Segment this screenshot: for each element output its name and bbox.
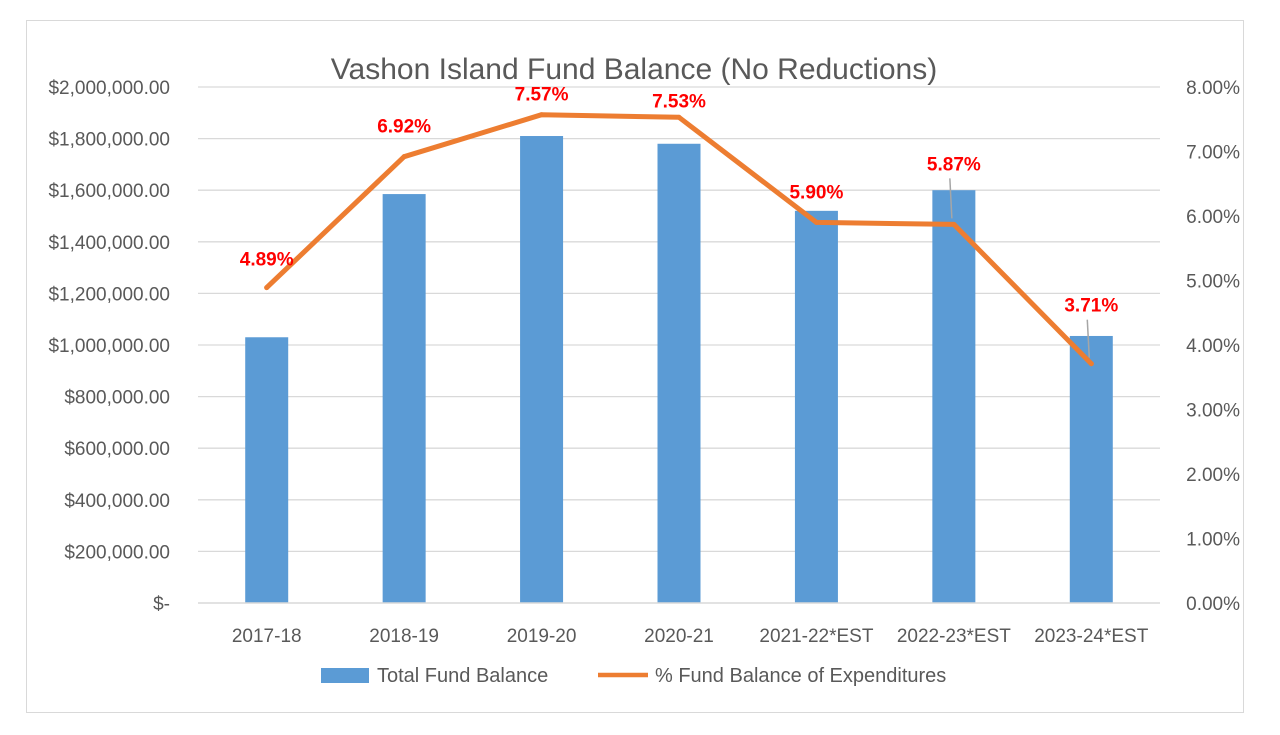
line-point-2021-22*EST: [813, 219, 819, 225]
y-right-tick-label: 1.00%: [1186, 530, 1240, 551]
line-series: [264, 112, 1094, 367]
bar-2020-21: [657, 143, 701, 603]
y-left-tick-label: $1,400,000.00: [48, 233, 170, 254]
y-left-tick-label: $1,600,000.00: [48, 181, 170, 202]
y-left-tick-label: $400,000.00: [64, 491, 170, 512]
left-axis: $- $200,000.00 $400,000.00 $600,000.00 $800,…: [48, 78, 170, 615]
y-left-tick-label: $-: [153, 594, 170, 615]
line-point-2020-21: [676, 114, 682, 120]
y-right-tick-label: 6.00%: [1186, 207, 1240, 228]
x-tick-label: 2019-20: [507, 626, 577, 647]
data-label-2022-23*EST: 5.87%: [927, 154, 981, 175]
data-label-2020-21: 7.53%: [652, 91, 706, 112]
y-left-tick-label: $1,800,000.00: [48, 130, 170, 151]
y-right-tick-label: 5.00%: [1186, 272, 1240, 293]
x-tick-label: 2020-21: [644, 626, 714, 647]
bar-2018-19: [382, 194, 426, 603]
gridlines: [198, 86, 1160, 553]
y-left-tick-label: $200,000.00: [64, 542, 170, 563]
y-right-tick-label: 3.00%: [1186, 401, 1240, 422]
bar-2023-24*EST: [1069, 335, 1113, 603]
y-right-tick-label: 0.00%: [1186, 594, 1240, 615]
y-right-tick-label: 7.00%: [1186, 143, 1240, 164]
bar-2021-22*EST: [794, 210, 838, 603]
line-data-labels: 4.89% 6.92% 7.57% 7.53% 5.90% 5.87% 3.71%: [240, 85, 1119, 317]
y-left-tick-label: $2,000,000.00: [48, 78, 170, 99]
y-left-tick-label: $600,000.00: [64, 439, 170, 460]
y-right-tick-label: 4.00%: [1186, 336, 1240, 357]
data-label-2023-24*EST: 3.71%: [1064, 296, 1118, 317]
right-axis: 0.00% 1.00% 2.00% 3.00% 4.00% 5.00% 6.00% 7.00%…: [1186, 78, 1240, 615]
x-tick-label: 2017-18: [232, 626, 302, 647]
bar-2017-18: [245, 337, 289, 603]
x-tick-label: 2023-24*EST: [1034, 626, 1148, 647]
y-right-tick-label: 8.00%: [1186, 78, 1240, 99]
y-left-tick-label: $1,200,000.00: [48, 284, 170, 305]
x-tick-label: 2018-19: [369, 626, 439, 647]
legend-label-fund-balance-percent: % Fund Balance of Expenditures: [655, 665, 946, 687]
line-point-2018-19: [401, 154, 407, 160]
x-tick-label: 2021-22*EST: [759, 626, 873, 647]
legend: Total Fund Balance % Fund Balance of Exp…: [321, 665, 946, 687]
x-axis: 2017-18 2018-19 2019-20 2020-21 2021-22*EST 2…: [198, 602, 1160, 647]
data-label-2018-19: 6.92%: [377, 117, 431, 138]
chart-frame: [26, 20, 1244, 713]
legend-swatch-total-fund-balance: [321, 668, 369, 683]
y-right-tick-label: 2.00%: [1186, 465, 1240, 486]
bar-series: [245, 136, 1113, 603]
leader-line-2023-24*EST: [1086, 319, 1091, 358]
bar-2019-20: [520, 136, 564, 603]
legend-label-total-fund-balance: Total Fund Balance: [377, 665, 548, 687]
leader-lines: [949, 178, 1091, 358]
line-point-2022-23*EST: [951, 221, 957, 227]
chart-title: Vashon Island Fund Balance (No Reduction…: [331, 53, 937, 86]
data-label-2021-22*EST: 5.90%: [789, 182, 843, 203]
y-left-tick-label: $800,000.00: [64, 388, 170, 409]
data-label-2017-18: 4.89%: [240, 250, 294, 271]
line-point-2017-18: [264, 285, 270, 291]
data-label-2019-20: 7.57%: [515, 85, 569, 106]
bar-2022-23*EST: [932, 190, 976, 603]
y-left-tick-label: $1,000,000.00: [48, 336, 170, 357]
leader-line-2022-23*EST: [949, 178, 953, 219]
line-point-2019-20: [539, 112, 545, 118]
line-point-2023-24*EST: [1088, 361, 1094, 367]
x-tick-label: 2022-23*EST: [897, 626, 1011, 647]
